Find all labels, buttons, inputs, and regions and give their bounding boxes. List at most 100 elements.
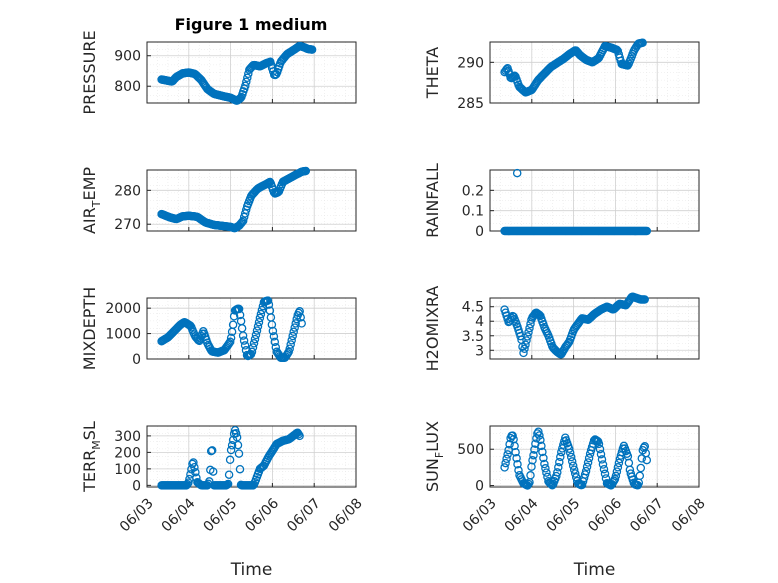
y-tick-label: 3.5 bbox=[462, 329, 484, 345]
data-point bbox=[236, 94, 245, 103]
data-point bbox=[222, 480, 232, 490]
y-tick-label: 800 bbox=[114, 79, 141, 95]
data-point bbox=[234, 304, 244, 314]
y-axis-label-part: MIXDEPTH bbox=[80, 287, 99, 370]
y-axis-label-part: SUN bbox=[423, 458, 442, 492]
data-point bbox=[613, 463, 623, 472]
data-point bbox=[232, 433, 242, 442]
data-point bbox=[510, 441, 519, 451]
data-point bbox=[530, 445, 539, 454]
y-axis-label-part: RAINFALL bbox=[423, 163, 442, 238]
data-point bbox=[183, 479, 192, 489]
data-point bbox=[637, 454, 647, 463]
data-point bbox=[251, 330, 261, 340]
data-point bbox=[564, 444, 574, 453]
data-point bbox=[285, 344, 294, 353]
y-axis-label: RAINFALL bbox=[423, 163, 442, 238]
data-point bbox=[584, 453, 594, 463]
data-point bbox=[294, 430, 303, 439]
data-point bbox=[291, 319, 300, 328]
data-point bbox=[234, 449, 244, 458]
data-point bbox=[235, 310, 245, 320]
data-point bbox=[225, 337, 235, 347]
data-point bbox=[207, 446, 217, 455]
data-point bbox=[240, 341, 250, 350]
data-point bbox=[233, 440, 243, 450]
data-point bbox=[542, 468, 551, 477]
data-point bbox=[583, 458, 593, 467]
data-point bbox=[537, 441, 546, 451]
data-point bbox=[239, 336, 249, 345]
data-point bbox=[226, 333, 236, 343]
subplot-2: 285 290 THETA bbox=[423, 38, 700, 112]
data-point bbox=[223, 479, 233, 489]
y-axis-label: THETA bbox=[423, 47, 442, 99]
data-point bbox=[503, 450, 512, 459]
y-axis-label-part: AIR bbox=[80, 207, 99, 234]
data-point bbox=[569, 465, 579, 474]
data-point bbox=[539, 453, 548, 463]
data-point bbox=[565, 448, 575, 457]
data-point bbox=[257, 305, 267, 315]
x-axis-label: Time bbox=[230, 560, 273, 580]
y-tick-label: 285 bbox=[457, 96, 484, 112]
y-tick-label: 280 bbox=[114, 183, 141, 199]
data-point bbox=[502, 454, 511, 464]
data-point bbox=[291, 429, 300, 439]
data-point bbox=[228, 320, 238, 329]
data-point bbox=[512, 453, 521, 463]
data-point bbox=[582, 462, 592, 472]
data-point bbox=[190, 462, 199, 472]
data-point bbox=[191, 467, 200, 477]
data-point bbox=[294, 308, 303, 318]
y-axis-label-part: EMP bbox=[80, 167, 99, 201]
axes-box bbox=[146, 41, 357, 104]
data-point bbox=[523, 332, 532, 341]
y-tick-label: 500 bbox=[457, 442, 484, 458]
data-point bbox=[264, 300, 274, 309]
data-point bbox=[500, 463, 509, 472]
data-point bbox=[636, 463, 646, 473]
y-axis-label-part: H2OMIXRA bbox=[423, 286, 442, 372]
axes-box bbox=[489, 41, 700, 104]
data-point bbox=[301, 166, 311, 176]
y-tick-label: 3 bbox=[475, 343, 484, 359]
data-point bbox=[508, 431, 517, 440]
data-point bbox=[288, 331, 297, 341]
data-point bbox=[525, 323, 534, 333]
y-tick-label: 290 bbox=[457, 55, 484, 71]
data-point bbox=[250, 334, 260, 344]
data-point bbox=[512, 168, 522, 178]
data-point bbox=[639, 443, 649, 453]
data-point bbox=[511, 447, 520, 457]
y-tick-label: 2000 bbox=[105, 301, 141, 317]
data-point bbox=[568, 461, 578, 470]
data-point bbox=[241, 81, 250, 91]
data-point bbox=[538, 447, 547, 457]
data-point bbox=[268, 326, 278, 336]
data-point bbox=[242, 77, 251, 87]
data-point bbox=[567, 457, 577, 466]
data-point bbox=[554, 463, 563, 472]
data-point bbox=[614, 458, 624, 468]
y-axis-label-part: TERR bbox=[80, 450, 99, 493]
data-point bbox=[267, 320, 277, 329]
data-point bbox=[248, 343, 258, 352]
data-point bbox=[253, 322, 263, 331]
data-point bbox=[594, 439, 604, 449]
y-axis-label-part: PRESSURE bbox=[80, 30, 99, 114]
data-point bbox=[529, 450, 538, 460]
data-point bbox=[581, 466, 591, 476]
data-point bbox=[501, 458, 510, 468]
y-tick-label: 0 bbox=[475, 224, 484, 240]
data-point bbox=[295, 431, 304, 441]
data-point bbox=[237, 217, 247, 227]
data-point bbox=[270, 337, 280, 347]
data-point bbox=[231, 429, 241, 438]
data-point bbox=[286, 340, 295, 349]
subplot-1: 800 900 PRESSURE bbox=[80, 30, 357, 115]
y-tick-label: 0.1 bbox=[462, 204, 484, 220]
data-point bbox=[243, 73, 252, 83]
data-point bbox=[513, 460, 522, 469]
y-tick-label: 270 bbox=[114, 217, 141, 233]
